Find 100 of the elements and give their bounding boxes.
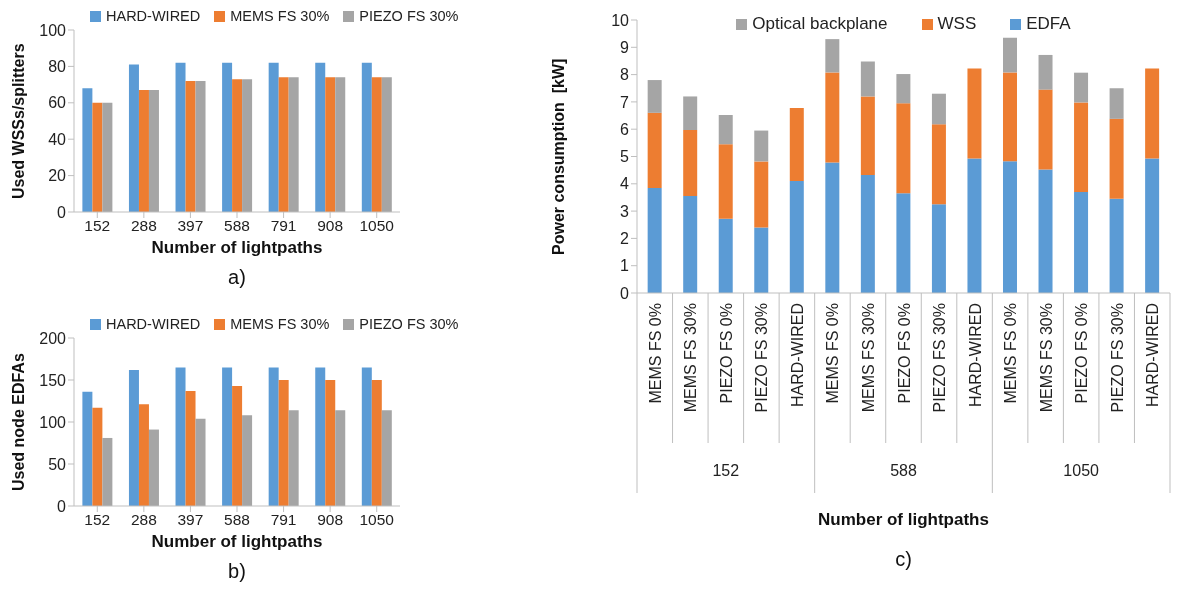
text: 588 <box>890 462 917 479</box>
bar <box>1074 102 1089 192</box>
bar <box>195 80 206 212</box>
bar <box>896 103 911 194</box>
x-tick-label: 791 <box>270 217 297 235</box>
bar <box>92 407 103 506</box>
bar <box>128 369 139 506</box>
bar <box>315 367 326 506</box>
text: 152 <box>712 462 740 479</box>
x-tick-label: 1050 <box>359 217 395 235</box>
legend-label: EDFA <box>1026 14 1071 34</box>
y-tick-label: 3 <box>620 202 630 220</box>
y-tick-label: 1 <box>620 257 630 275</box>
bar <box>335 77 346 212</box>
bar <box>361 62 372 212</box>
bar <box>381 77 392 212</box>
x-tick-label: 397 <box>177 511 204 529</box>
bar <box>185 80 196 212</box>
x-tick-label: 588 <box>224 511 250 529</box>
bar <box>647 80 662 113</box>
x-tick-label: 152 <box>84 217 111 235</box>
bar <box>1002 72 1017 162</box>
y-tick-label: 100 <box>39 413 67 431</box>
bar <box>718 218 733 293</box>
bar <box>1002 37 1017 73</box>
bar <box>325 77 336 212</box>
x-tick-label: 1050 <box>359 511 395 529</box>
bar <box>82 391 93 506</box>
text: b) <box>227 560 247 583</box>
y-tick-label: 5 <box>620 148 630 166</box>
y-tick-label: 10 <box>611 11 630 29</box>
x-tick-label: 908 <box>317 511 344 529</box>
bar <box>754 130 769 162</box>
bar <box>683 196 698 293</box>
x-tick-label: 152 <box>84 511 111 529</box>
bar <box>371 380 382 506</box>
x-tick-label: PIEZO FS 30% <box>1108 303 1126 413</box>
legend-label: PIEZO FS 30% <box>359 316 459 332</box>
bar <box>1038 54 1053 90</box>
y-tick-label: 50 <box>48 455 67 473</box>
bar <box>1038 169 1053 293</box>
text: 1050 <box>1063 462 1100 479</box>
x-axis-title: Number of lightpaths <box>150 238 324 258</box>
x-tick-label: MEMS FS 0% <box>646 303 664 404</box>
bar <box>754 227 769 293</box>
legend-label: WSS <box>937 14 977 34</box>
bar <box>315 62 326 212</box>
x-tick-label: PIEZO FS 0% <box>895 303 913 404</box>
y-tick-label: 8 <box>620 66 630 84</box>
bar <box>232 79 243 212</box>
bar <box>1074 191 1089 293</box>
bar <box>718 115 733 145</box>
bar <box>361 367 372 506</box>
legend-label: PIEZO FS 30% <box>359 8 459 24</box>
y-axis-title: Used WSSs/splitters <box>10 42 28 201</box>
y-tick-label: 0 <box>57 203 67 221</box>
bar <box>278 77 289 212</box>
bar <box>268 62 279 212</box>
x-tick-label: HARD-WIRED <box>1144 303 1162 407</box>
legend-label: MEMS FS 30% <box>230 8 330 24</box>
bar <box>1109 88 1124 119</box>
y-tick-label: 7 <box>620 93 630 111</box>
bar <box>647 112 662 188</box>
bar <box>967 68 982 159</box>
bar <box>222 62 233 212</box>
y-tick-label: 80 <box>48 58 67 76</box>
bar <box>185 390 196 506</box>
x-tick-label: 288 <box>130 217 157 235</box>
text: a) <box>227 266 247 289</box>
bar <box>683 130 698 197</box>
bar <box>1109 118 1124 199</box>
bar <box>718 144 733 219</box>
bar <box>1145 158 1160 293</box>
bar <box>195 418 206 506</box>
bar <box>288 410 299 506</box>
y-tick-label: 150 <box>39 371 67 389</box>
bar <box>175 62 186 212</box>
x-tick-label: HARD-WIRED <box>788 303 806 407</box>
bar <box>242 79 253 212</box>
bar <box>931 93 946 125</box>
x-tick-label: PIEZO FS 30% <box>931 303 949 413</box>
bar <box>647 187 662 293</box>
x-tick-label: MEMS FS 30% <box>682 303 700 413</box>
x-tick-label: MEMS FS 0% <box>1002 303 1020 404</box>
x-tick-label: HARD-WIRED <box>966 303 984 407</box>
bar <box>967 158 982 293</box>
y-tick-label: 0 <box>620 284 630 302</box>
y-tick-label: 0 <box>57 497 67 515</box>
bar <box>896 193 911 293</box>
x-tick-label: PIEZO FS 30% <box>753 303 771 413</box>
bar <box>931 124 946 205</box>
y-tick-label: 20 <box>48 167 67 185</box>
y-tick-label: 2 <box>620 230 630 248</box>
x-tick-label: MEMS FS 30% <box>1037 303 1055 413</box>
bar <box>92 102 103 212</box>
bar <box>931 204 946 293</box>
y-tick-label: 9 <box>620 38 630 56</box>
x-tick-label: 588 <box>224 217 250 235</box>
bar <box>82 88 93 212</box>
x-axis-title: Number of lightpaths <box>150 532 324 552</box>
